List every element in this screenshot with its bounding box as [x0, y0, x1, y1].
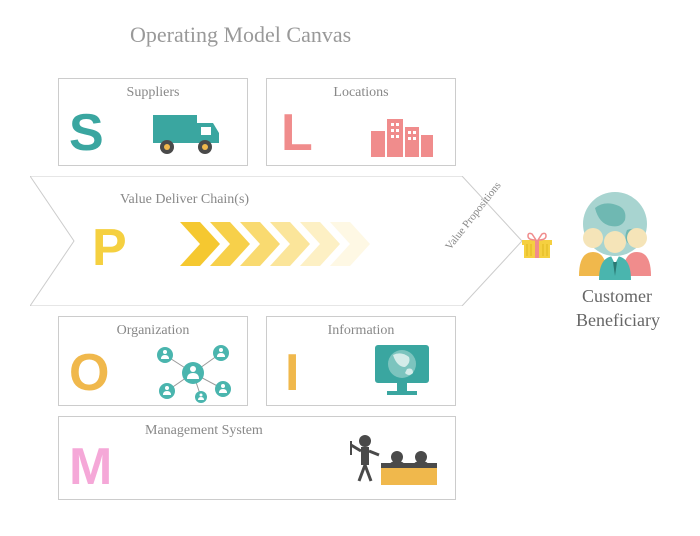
information-letter: I — [285, 343, 299, 403]
organization-letter: O — [69, 343, 109, 403]
management-letter: M — [69, 437, 112, 497]
organization-label: Organization — [59, 323, 247, 339]
monitor-globe-icon — [369, 341, 439, 401]
customer-icon — [565, 190, 665, 280]
buildings-icon — [367, 111, 441, 161]
presentation-icon — [343, 431, 443, 495]
locations-letter: L — [281, 103, 313, 163]
information-label: Information — [267, 323, 455, 339]
value-chain-letter: P — [92, 218, 127, 278]
box-management: Management System M — [58, 416, 456, 500]
box-information: Information I — [266, 316, 456, 406]
box-suppliers: Suppliers S — [58, 78, 248, 166]
suppliers-letter: S — [69, 103, 104, 163]
box-organization: Organization O — [58, 316, 248, 406]
management-label: Management System — [145, 423, 263, 439]
locations-label: Locations — [267, 85, 455, 101]
gift-icon — [522, 232, 552, 260]
customer-label-2: Beneficiary — [558, 310, 678, 331]
customer-label-1: Customer — [562, 286, 672, 307]
network-icon — [151, 343, 237, 403]
chevrons-icon — [180, 222, 400, 266]
value-chain-label: Value Deliver Chain(s) — [120, 192, 249, 208]
suppliers-label: Suppliers — [59, 85, 247, 101]
truck-icon — [147, 109, 227, 159]
box-locations: Locations L — [266, 78, 456, 166]
page-title: Operating Model Canvas — [130, 22, 351, 48]
